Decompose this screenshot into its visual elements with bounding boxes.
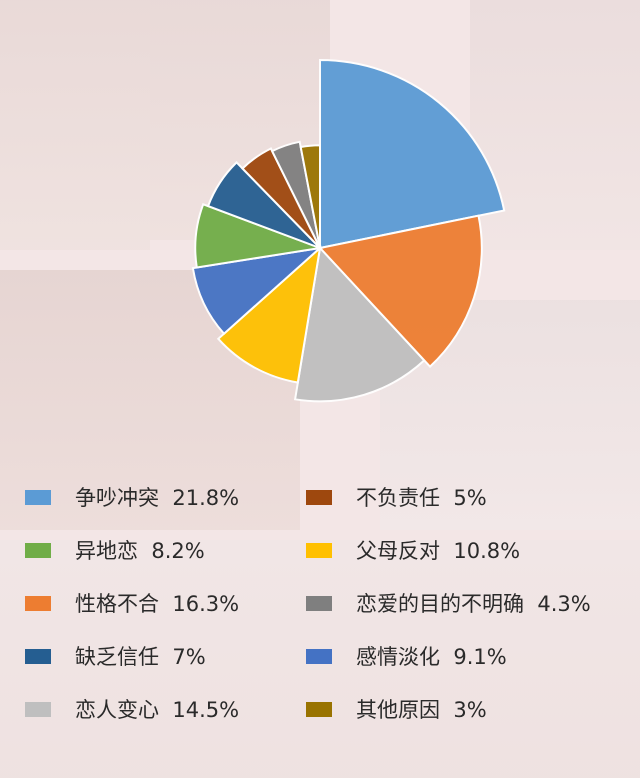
legend-item: 恋爱的目的不明确 4.3% (306, 590, 591, 616)
legend-item: 感情淡化 9.1% (306, 643, 507, 669)
legend-label: 异地恋 8.2% (75, 539, 205, 563)
legend-item: 异地恋 8.2% (25, 537, 205, 563)
legend-item: 性格不合 16.3% (25, 590, 239, 616)
legend-item: 恋人变心 14.5% (25, 696, 239, 722)
legend-swatch (25, 489, 51, 505)
legend-label: 性格不合 16.3% (75, 592, 240, 616)
legend-item: 其他原因 3% (306, 696, 487, 722)
pie-slice-4 (216, 245, 322, 384)
pie-slice-5 (191, 246, 324, 336)
legend-item: 父母反对 10.8% (306, 537, 520, 563)
pie-slice-6 (194, 203, 324, 269)
legend-item: 不负责任 5% (306, 484, 487, 510)
legend-swatch (306, 542, 332, 558)
legend-swatch (306, 489, 332, 505)
legend-swatch (25, 701, 51, 717)
legend-swatch (306, 595, 332, 611)
background-photo-woman-top-left (0, 0, 150, 250)
legend-label: 恋爱的目的不明确 4.3% (356, 592, 591, 616)
legend-item: 争吵冲突 21.8% (25, 484, 239, 510)
pie-slice-10 (299, 144, 321, 249)
legend-swatch (306, 701, 332, 717)
pie-slice-3 (293, 245, 426, 403)
pie-slice-1 (319, 58, 506, 250)
legend-label: 恋人变心 14.5% (75, 698, 240, 722)
legend-label: 争吵冲突 21.8% (75, 486, 240, 510)
pie-slice-7 (206, 160, 321, 249)
pie-slice-2 (318, 214, 483, 369)
legend-label: 父母反对 10.8% (356, 539, 521, 563)
pie-chart (191, 58, 506, 403)
legend-swatch (25, 648, 51, 664)
legend-label: 其他原因 3% (356, 698, 487, 722)
legend-swatch (25, 542, 51, 558)
legend-item: 缺乏信任 7% (25, 643, 206, 669)
pie-slice-9 (270, 140, 321, 249)
legend-swatch (25, 595, 51, 611)
legend-label: 不负责任 5% (356, 486, 487, 510)
legend-label: 感情淡化 9.1% (356, 645, 507, 669)
legend-label: 缺乏信任 7% (75, 645, 206, 669)
legend-swatch (306, 648, 332, 664)
pie-slice-8 (241, 147, 321, 249)
